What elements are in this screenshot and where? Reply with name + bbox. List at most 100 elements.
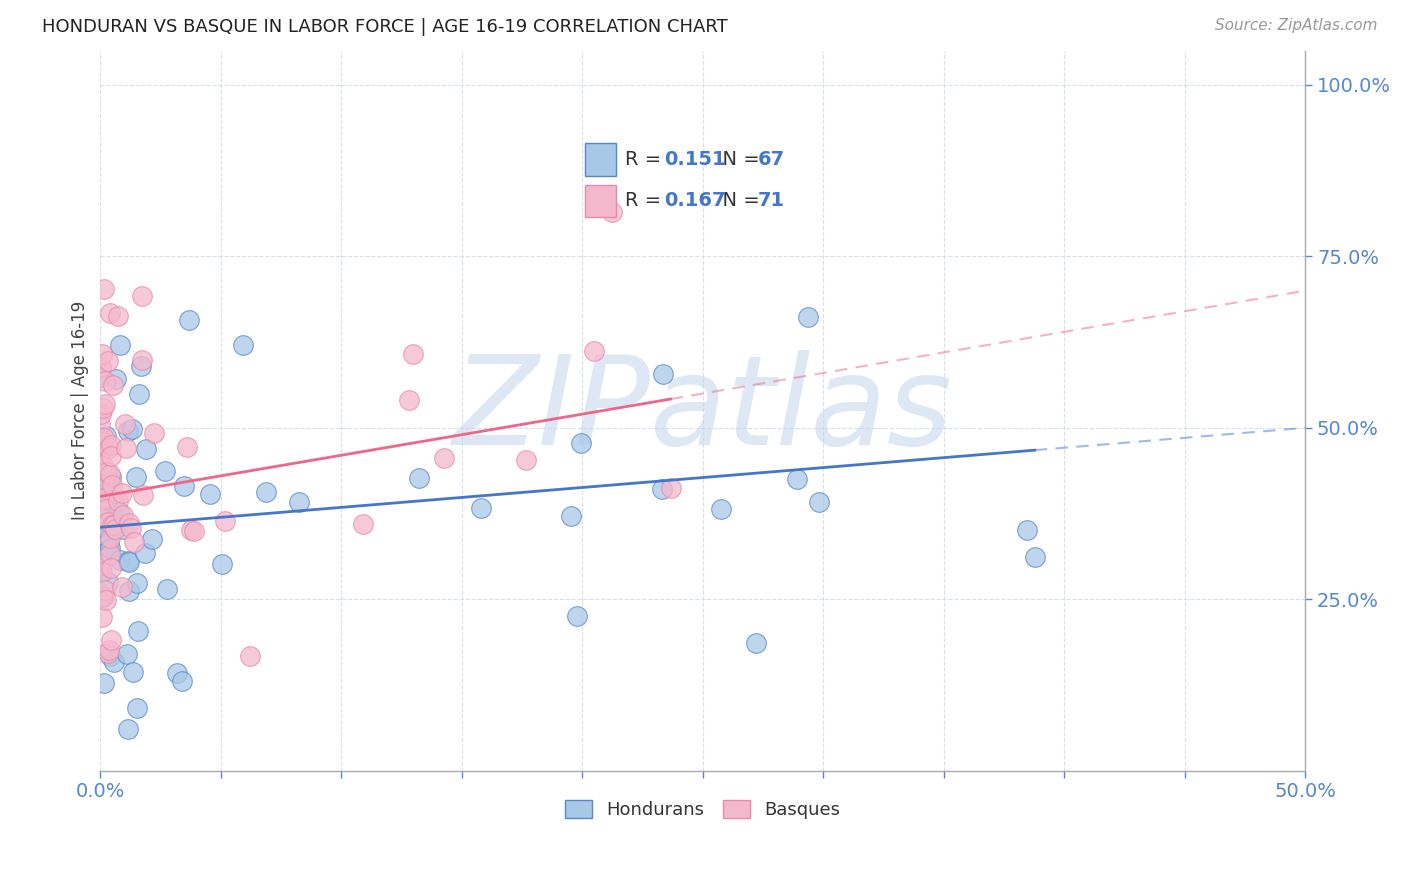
Point xyxy=(89,417,111,431)
Point xyxy=(101,477,124,491)
Point xyxy=(433,450,456,465)
Point xyxy=(114,417,136,431)
Point xyxy=(94,374,117,388)
Bar xyxy=(585,185,616,217)
Point xyxy=(651,483,673,497)
Point xyxy=(104,372,127,386)
Point xyxy=(232,338,254,352)
Text: 71: 71 xyxy=(758,191,785,211)
Point xyxy=(100,470,122,484)
Point xyxy=(108,553,131,567)
Point xyxy=(90,446,112,460)
Point xyxy=(153,464,176,478)
Legend: Hondurans, Basques: Hondurans, Basques xyxy=(558,793,848,827)
Point xyxy=(91,591,114,605)
Point xyxy=(100,467,122,481)
Point xyxy=(97,542,120,557)
Point xyxy=(134,546,156,560)
Point xyxy=(402,347,425,361)
Point xyxy=(398,393,420,408)
Point xyxy=(97,475,120,489)
Point xyxy=(132,487,155,501)
Point xyxy=(786,472,808,486)
Point xyxy=(94,592,117,607)
Point xyxy=(103,494,125,508)
Point xyxy=(156,582,179,596)
Point xyxy=(96,502,118,516)
Point xyxy=(745,636,768,650)
Point xyxy=(118,555,141,569)
Point xyxy=(90,517,112,532)
Point xyxy=(100,438,122,452)
Text: ZIPatlas: ZIPatlas xyxy=(453,351,953,471)
Point xyxy=(98,531,121,545)
Point xyxy=(177,312,200,326)
Point xyxy=(239,648,262,663)
Point xyxy=(352,517,374,532)
Point xyxy=(118,584,141,599)
Point xyxy=(211,557,233,571)
Text: R =: R = xyxy=(624,191,668,211)
Point xyxy=(600,204,623,219)
Point xyxy=(117,425,139,439)
Point xyxy=(121,665,143,679)
Point xyxy=(112,523,135,537)
Point xyxy=(659,481,682,495)
Point xyxy=(104,522,127,536)
Point xyxy=(118,516,141,531)
Point xyxy=(90,562,112,576)
Text: 0.151: 0.151 xyxy=(664,150,725,169)
Point xyxy=(141,532,163,546)
Point xyxy=(122,534,145,549)
Point xyxy=(808,495,831,509)
Point xyxy=(98,306,121,320)
Point xyxy=(96,466,118,480)
Point xyxy=(97,575,120,590)
Point xyxy=(91,565,114,579)
Point xyxy=(93,491,115,506)
Text: R =: R = xyxy=(624,150,668,169)
Point xyxy=(103,517,125,532)
Point xyxy=(94,397,117,411)
Point xyxy=(470,500,492,515)
Bar xyxy=(585,144,616,176)
Point xyxy=(569,436,592,450)
Point xyxy=(111,508,134,522)
Point xyxy=(111,486,134,500)
Point xyxy=(560,509,582,524)
Point xyxy=(125,469,148,483)
Point xyxy=(90,407,112,421)
Point xyxy=(91,401,114,416)
Point xyxy=(91,590,114,604)
Point xyxy=(408,471,430,485)
Point xyxy=(89,558,111,572)
Point xyxy=(710,502,733,516)
Point xyxy=(100,561,122,575)
Point xyxy=(127,624,149,639)
Point xyxy=(93,282,115,296)
Point xyxy=(90,369,112,384)
Point xyxy=(107,494,129,508)
Point xyxy=(198,487,221,501)
Point xyxy=(93,431,115,445)
Point xyxy=(90,359,112,374)
Point xyxy=(93,676,115,690)
Point xyxy=(173,479,195,493)
Point xyxy=(98,547,121,561)
Point xyxy=(96,466,118,480)
Y-axis label: In Labor Force | Age 16-19: In Labor Force | Age 16-19 xyxy=(72,301,89,520)
Point xyxy=(131,289,153,303)
Point xyxy=(90,483,112,498)
Point xyxy=(120,521,142,535)
Text: HONDURAN VS BASQUE IN LABOR FORCE | AGE 16-19 CORRELATION CHART: HONDURAN VS BASQUE IN LABOR FORCE | AGE … xyxy=(42,18,728,36)
Point xyxy=(91,610,114,624)
Point xyxy=(115,442,138,456)
Point xyxy=(107,505,129,519)
Point xyxy=(565,608,588,623)
Point xyxy=(91,347,114,361)
Point xyxy=(129,359,152,374)
Point xyxy=(287,495,309,509)
Point xyxy=(176,440,198,454)
Point xyxy=(1015,523,1038,537)
Point xyxy=(100,450,122,464)
